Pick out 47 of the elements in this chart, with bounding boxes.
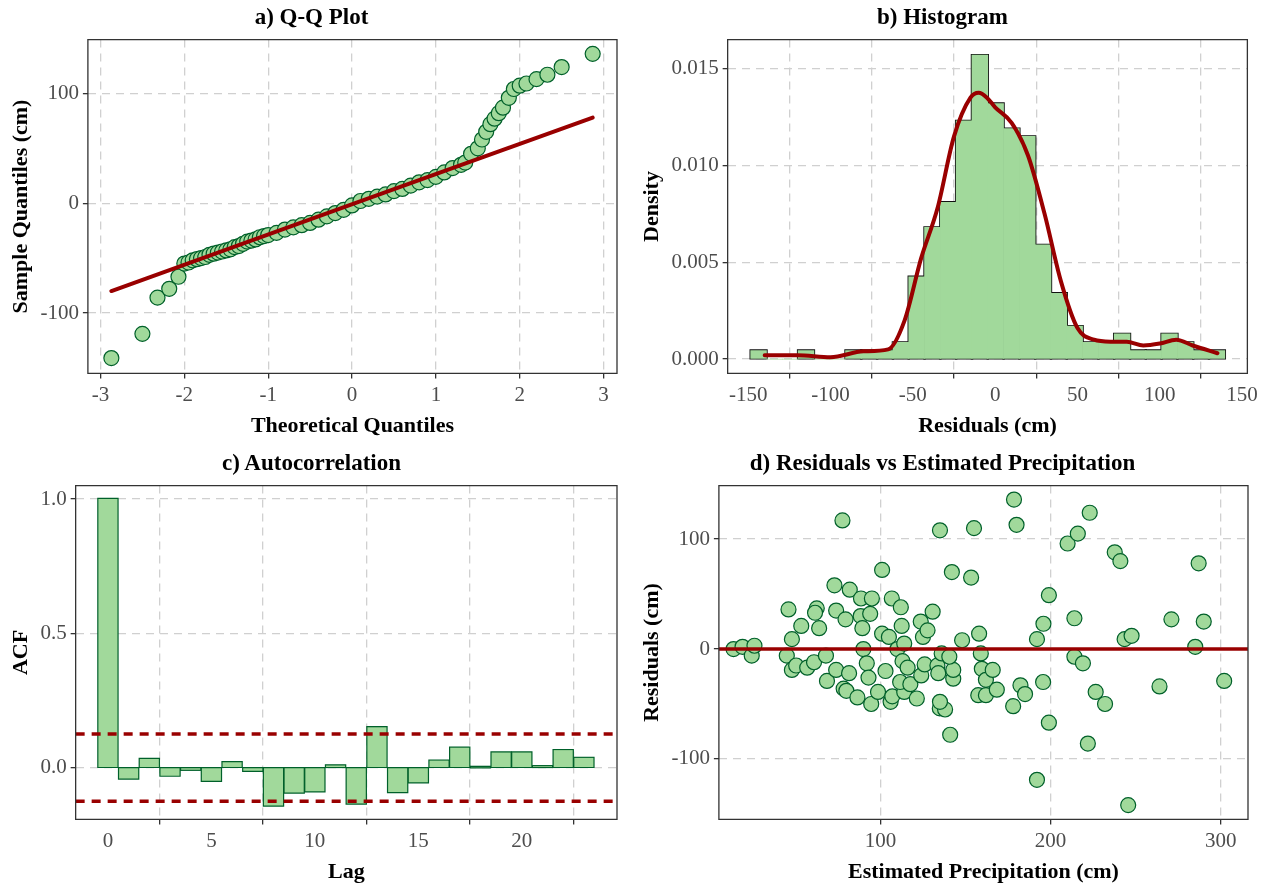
y-tick-label: 0.015 — [671, 55, 719, 80]
x-tick-label: 5 — [206, 827, 217, 852]
x-tick-label: 10 — [304, 827, 326, 852]
chart-title: c) Autocorrelation — [221, 449, 402, 475]
x-tick-label: -50 — [898, 381, 927, 406]
x-tick-label: 15 — [407, 827, 429, 852]
y-tick-label: 0.5 — [40, 619, 67, 644]
x-tick-label: -2 — [175, 381, 194, 406]
x-tick-label: 20 — [511, 827, 533, 852]
x-tick-label: 150 — [1226, 381, 1258, 406]
x-axis-title: Theoretical Quantiles — [250, 412, 455, 438]
x-tick-label: 0 — [346, 381, 358, 406]
x-tick-label: -1 — [259, 381, 277, 406]
x-tick-label: -3 — [91, 381, 110, 406]
x-axis-title: Lag — [327, 858, 365, 884]
y-tick-label: 100 — [47, 79, 79, 104]
chart-title: a) Q-Q Plot — [254, 3, 369, 29]
x-tick-label: 300 — [1205, 827, 1237, 852]
y-tick-label: 0 — [68, 189, 79, 214]
y-axis-title: Sample Quantiles (cm) — [6, 99, 32, 314]
y-tick-label: 0.0 — [40, 754, 67, 779]
y-axis-title: Residuals (cm) — [637, 583, 663, 722]
y-tick-label: 1.0 — [40, 485, 67, 510]
x-tick-label: 1 — [430, 381, 442, 406]
x-tick-label: 200 — [1034, 827, 1067, 852]
x-tick-label: 0 — [102, 827, 114, 852]
y-tick-label: 0 — [699, 635, 710, 660]
x-tick-label: -150 — [728, 381, 768, 406]
y-axis-title: ACF — [6, 629, 32, 676]
x-axis-title: Residuals (cm) — [918, 412, 1057, 438]
x-tick-label: 100 — [1144, 381, 1176, 406]
x-tick-label: 0 — [989, 381, 1001, 406]
chart-title: d) Residuals vs Estimated Precipitation — [749, 449, 1136, 475]
y-tick-label: 0.000 — [671, 345, 719, 370]
y-tick-label: 0.010 — [671, 151, 719, 176]
x-tick-label: 2 — [514, 381, 525, 406]
x-tick-label: -100 — [811, 381, 850, 406]
y-tick-label: 100 — [678, 525, 710, 550]
chart-title: b) Histogram — [877, 3, 1008, 29]
y-tick-label: -100 — [671, 745, 710, 770]
x-tick-label: 50 — [1066, 381, 1088, 406]
x-axis-title: Estimated Precipitation (cm) — [848, 858, 1119, 884]
y-tick-label: 0.005 — [671, 248, 719, 273]
x-tick-label: 3 — [598, 381, 609, 406]
x-tick-label: 100 — [864, 827, 897, 852]
y-tick-label: -100 — [40, 299, 79, 324]
y-axis-title: Density — [637, 171, 663, 242]
